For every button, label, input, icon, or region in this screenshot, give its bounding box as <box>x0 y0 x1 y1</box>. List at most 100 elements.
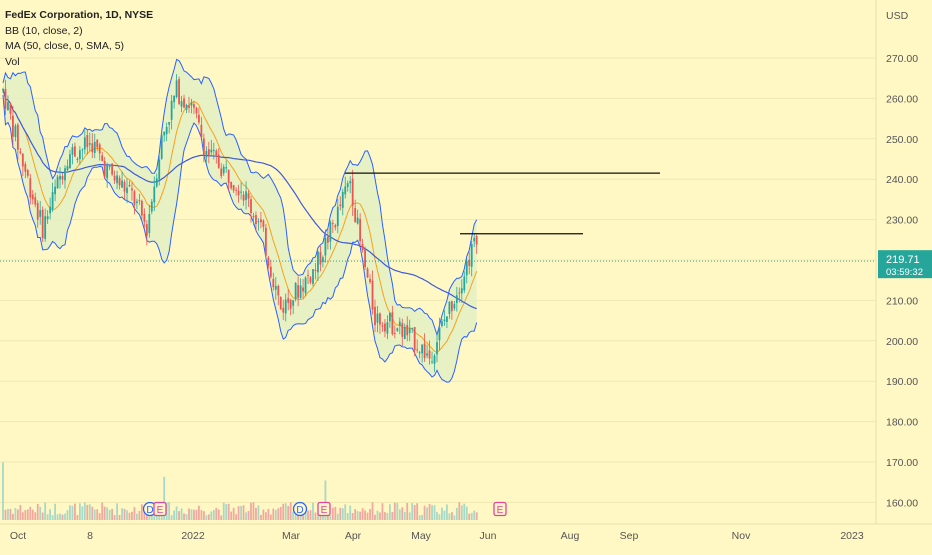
candle-body <box>126 187 128 194</box>
candle-body <box>393 332 396 334</box>
volume-bar <box>21 512 24 520</box>
volume-bar <box>264 512 267 520</box>
volume-bar <box>64 513 66 520</box>
volume-bar <box>450 512 453 520</box>
candle-body <box>64 168 66 181</box>
volume-bar <box>205 515 208 520</box>
volume-bar <box>349 505 352 520</box>
candle-body <box>121 180 123 188</box>
volume-bar <box>371 502 374 520</box>
candle-body <box>284 299 287 314</box>
volume-bar <box>133 507 136 520</box>
earnings-marker: E <box>317 501 331 517</box>
price-tick-label: 210.00 <box>886 295 918 307</box>
volume-bar <box>431 505 433 520</box>
volume-bar <box>56 514 59 520</box>
volume-bar <box>16 509 19 520</box>
candle-body <box>279 296 282 309</box>
volume-bar <box>230 511 233 520</box>
candle-body <box>473 237 476 242</box>
candle-body <box>436 342 438 355</box>
volume-bar <box>465 506 468 520</box>
volume-bar <box>49 509 52 520</box>
indicator-vol-label[interactable]: Vol <box>5 55 20 68</box>
candle-body <box>51 192 54 210</box>
candle-body <box>438 327 441 341</box>
volume-bar <box>76 515 79 520</box>
volume-bar <box>242 505 245 520</box>
volume-bar <box>116 503 118 520</box>
price-tick-label: 250.00 <box>886 134 918 146</box>
volume-bar <box>185 514 188 520</box>
volume-bar <box>113 515 116 520</box>
volume-bar <box>69 505 71 520</box>
volume-bar <box>441 507 443 520</box>
candle-body <box>183 98 185 108</box>
volume-bar <box>150 514 153 520</box>
candle-body <box>386 322 389 334</box>
volume-bar <box>428 504 431 520</box>
volume-bar <box>41 512 44 520</box>
indicator-bb-label[interactable]: BB (10, close, 2) <box>5 24 83 37</box>
volume-bar <box>272 508 275 520</box>
candle-body <box>153 186 156 203</box>
candle-body <box>88 143 91 145</box>
candle-body <box>475 235 478 245</box>
volume-bar <box>416 503 419 520</box>
candle-body <box>93 141 96 153</box>
candle-body <box>277 285 280 296</box>
volume-bar <box>193 509 195 520</box>
volume-bar <box>302 515 304 520</box>
volume-bar <box>247 510 250 520</box>
indicator-ma-label[interactable]: MA (50, close, 0, SMA, 5) <box>5 40 125 52</box>
volume-bar <box>118 515 121 520</box>
candle-body <box>96 139 99 148</box>
bollinger-upper <box>2 58 478 337</box>
candle-body <box>289 299 292 309</box>
volume-bar <box>136 513 138 520</box>
candle-body <box>302 287 304 292</box>
volume-bar <box>403 512 406 520</box>
volume-bar <box>66 510 69 520</box>
volume-bar <box>183 513 185 520</box>
volume-bar <box>262 509 265 520</box>
volume-bar <box>173 510 176 520</box>
ma50-line <box>2 88 477 310</box>
time-tick-label: Jun <box>480 530 497 542</box>
candle-body <box>76 159 79 161</box>
dividend-marker-label: D <box>146 505 153 516</box>
volume-bar <box>131 511 133 520</box>
candle-body <box>312 269 314 284</box>
candle-body <box>396 328 399 331</box>
volume-bar <box>78 503 81 520</box>
volume-bar <box>396 503 399 520</box>
volume-bar <box>46 514 49 520</box>
volume-bar <box>446 504 448 520</box>
candle-body <box>398 321 401 326</box>
candle-body <box>71 147 74 155</box>
candle-body <box>401 323 404 337</box>
volume-bar <box>36 503 39 520</box>
earnings-marker-label: E <box>157 505 164 516</box>
earnings-marker-shape <box>317 501 331 517</box>
volume-bar <box>255 507 257 520</box>
volume-bar <box>108 509 111 520</box>
candle-body <box>170 100 173 120</box>
candle-body <box>453 304 456 309</box>
candle-body <box>178 79 180 104</box>
volume-bar <box>148 514 151 520</box>
candle-body <box>83 137 86 150</box>
candle-body <box>202 138 205 155</box>
candle-body <box>351 178 354 206</box>
candle-body <box>168 121 171 125</box>
volume-bar <box>202 511 205 520</box>
candle-body <box>426 353 428 356</box>
candle-body <box>458 292 461 294</box>
symbol-title[interactable]: FedEx Corporation, 1D, NYSE <box>5 9 154 21</box>
volume-bar <box>225 504 228 520</box>
volume-bar <box>168 502 171 520</box>
candle-body <box>7 102 9 111</box>
chart-legend: FedEx Corporation, 1D, NYSE BB (10, clos… <box>5 8 153 70</box>
